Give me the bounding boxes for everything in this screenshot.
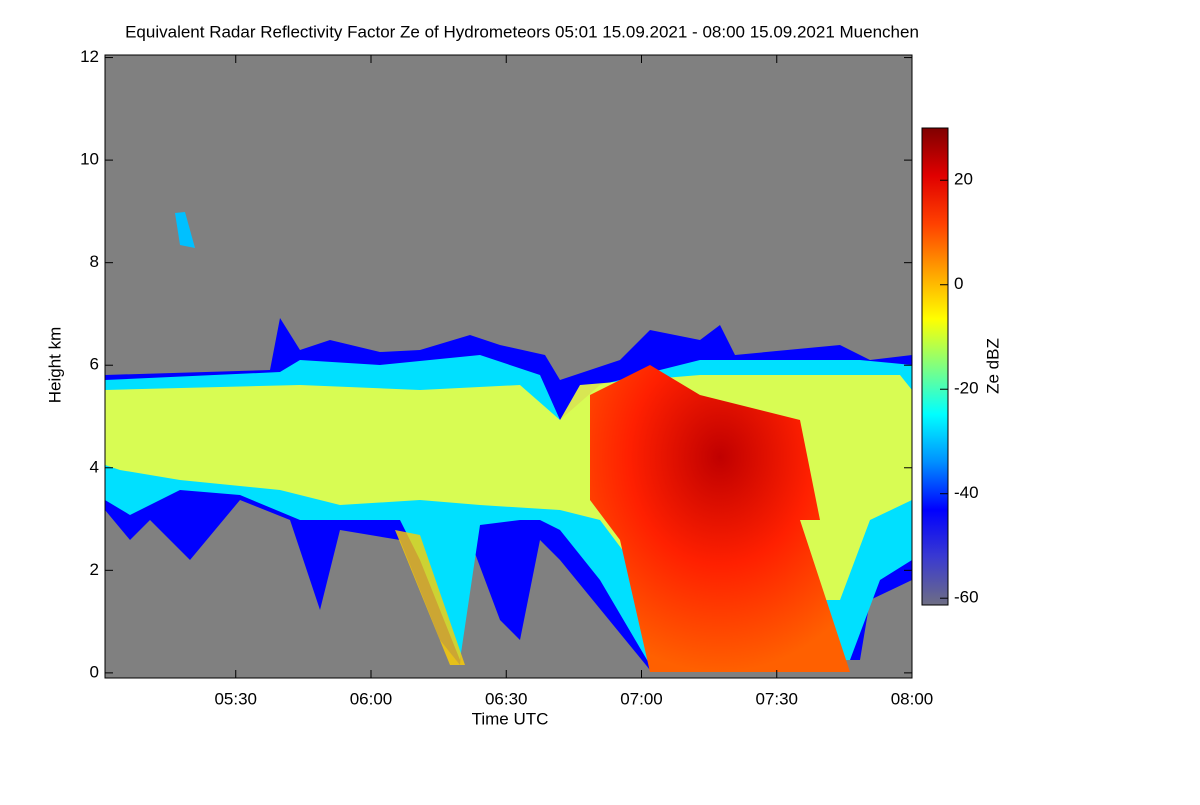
x-tick-label: 06:00 — [350, 689, 393, 708]
y-tick-label: 8 — [90, 252, 99, 271]
colorbar — [921, 127, 949, 606]
colorbar-tick-label: 20 — [954, 170, 973, 189]
echo-streak — [395, 530, 465, 665]
x-tick-label: 08:00 — [891, 689, 934, 708]
colorbar-label: Ze dBZ — [983, 338, 1002, 394]
echo-rain — [590, 365, 850, 672]
x-tick-label: 06:30 — [485, 689, 528, 708]
colorbar-tick-label: -20 — [954, 379, 979, 398]
colorbar-tick-label: -60 — [954, 588, 979, 607]
y-tick-label: 12 — [80, 47, 99, 66]
x-axis-label: Time UTC — [472, 709, 549, 728]
y-tick-label: 10 — [80, 150, 99, 169]
colorbar-tick-label: 0 — [954, 274, 963, 293]
y-tick-label: 4 — [90, 457, 99, 476]
y-tick-label: 6 — [90, 355, 99, 374]
colorbar-tick-label: -40 — [954, 483, 979, 502]
echo-patch — [175, 212, 195, 248]
x-tick-label: 07:30 — [755, 689, 798, 708]
y-axis-label: Height km — [45, 327, 64, 404]
x-tick-label: 05:30 — [214, 689, 257, 708]
chart-title: Equivalent Radar Reflectivity Factor Ze … — [125, 22, 919, 41]
y-tick-label: 0 — [90, 662, 99, 681]
x-tick-label: 07:00 — [620, 689, 663, 708]
echo-field — [105, 212, 912, 672]
y-tick-label: 2 — [90, 560, 99, 579]
plot-frame — [104, 54, 913, 679]
